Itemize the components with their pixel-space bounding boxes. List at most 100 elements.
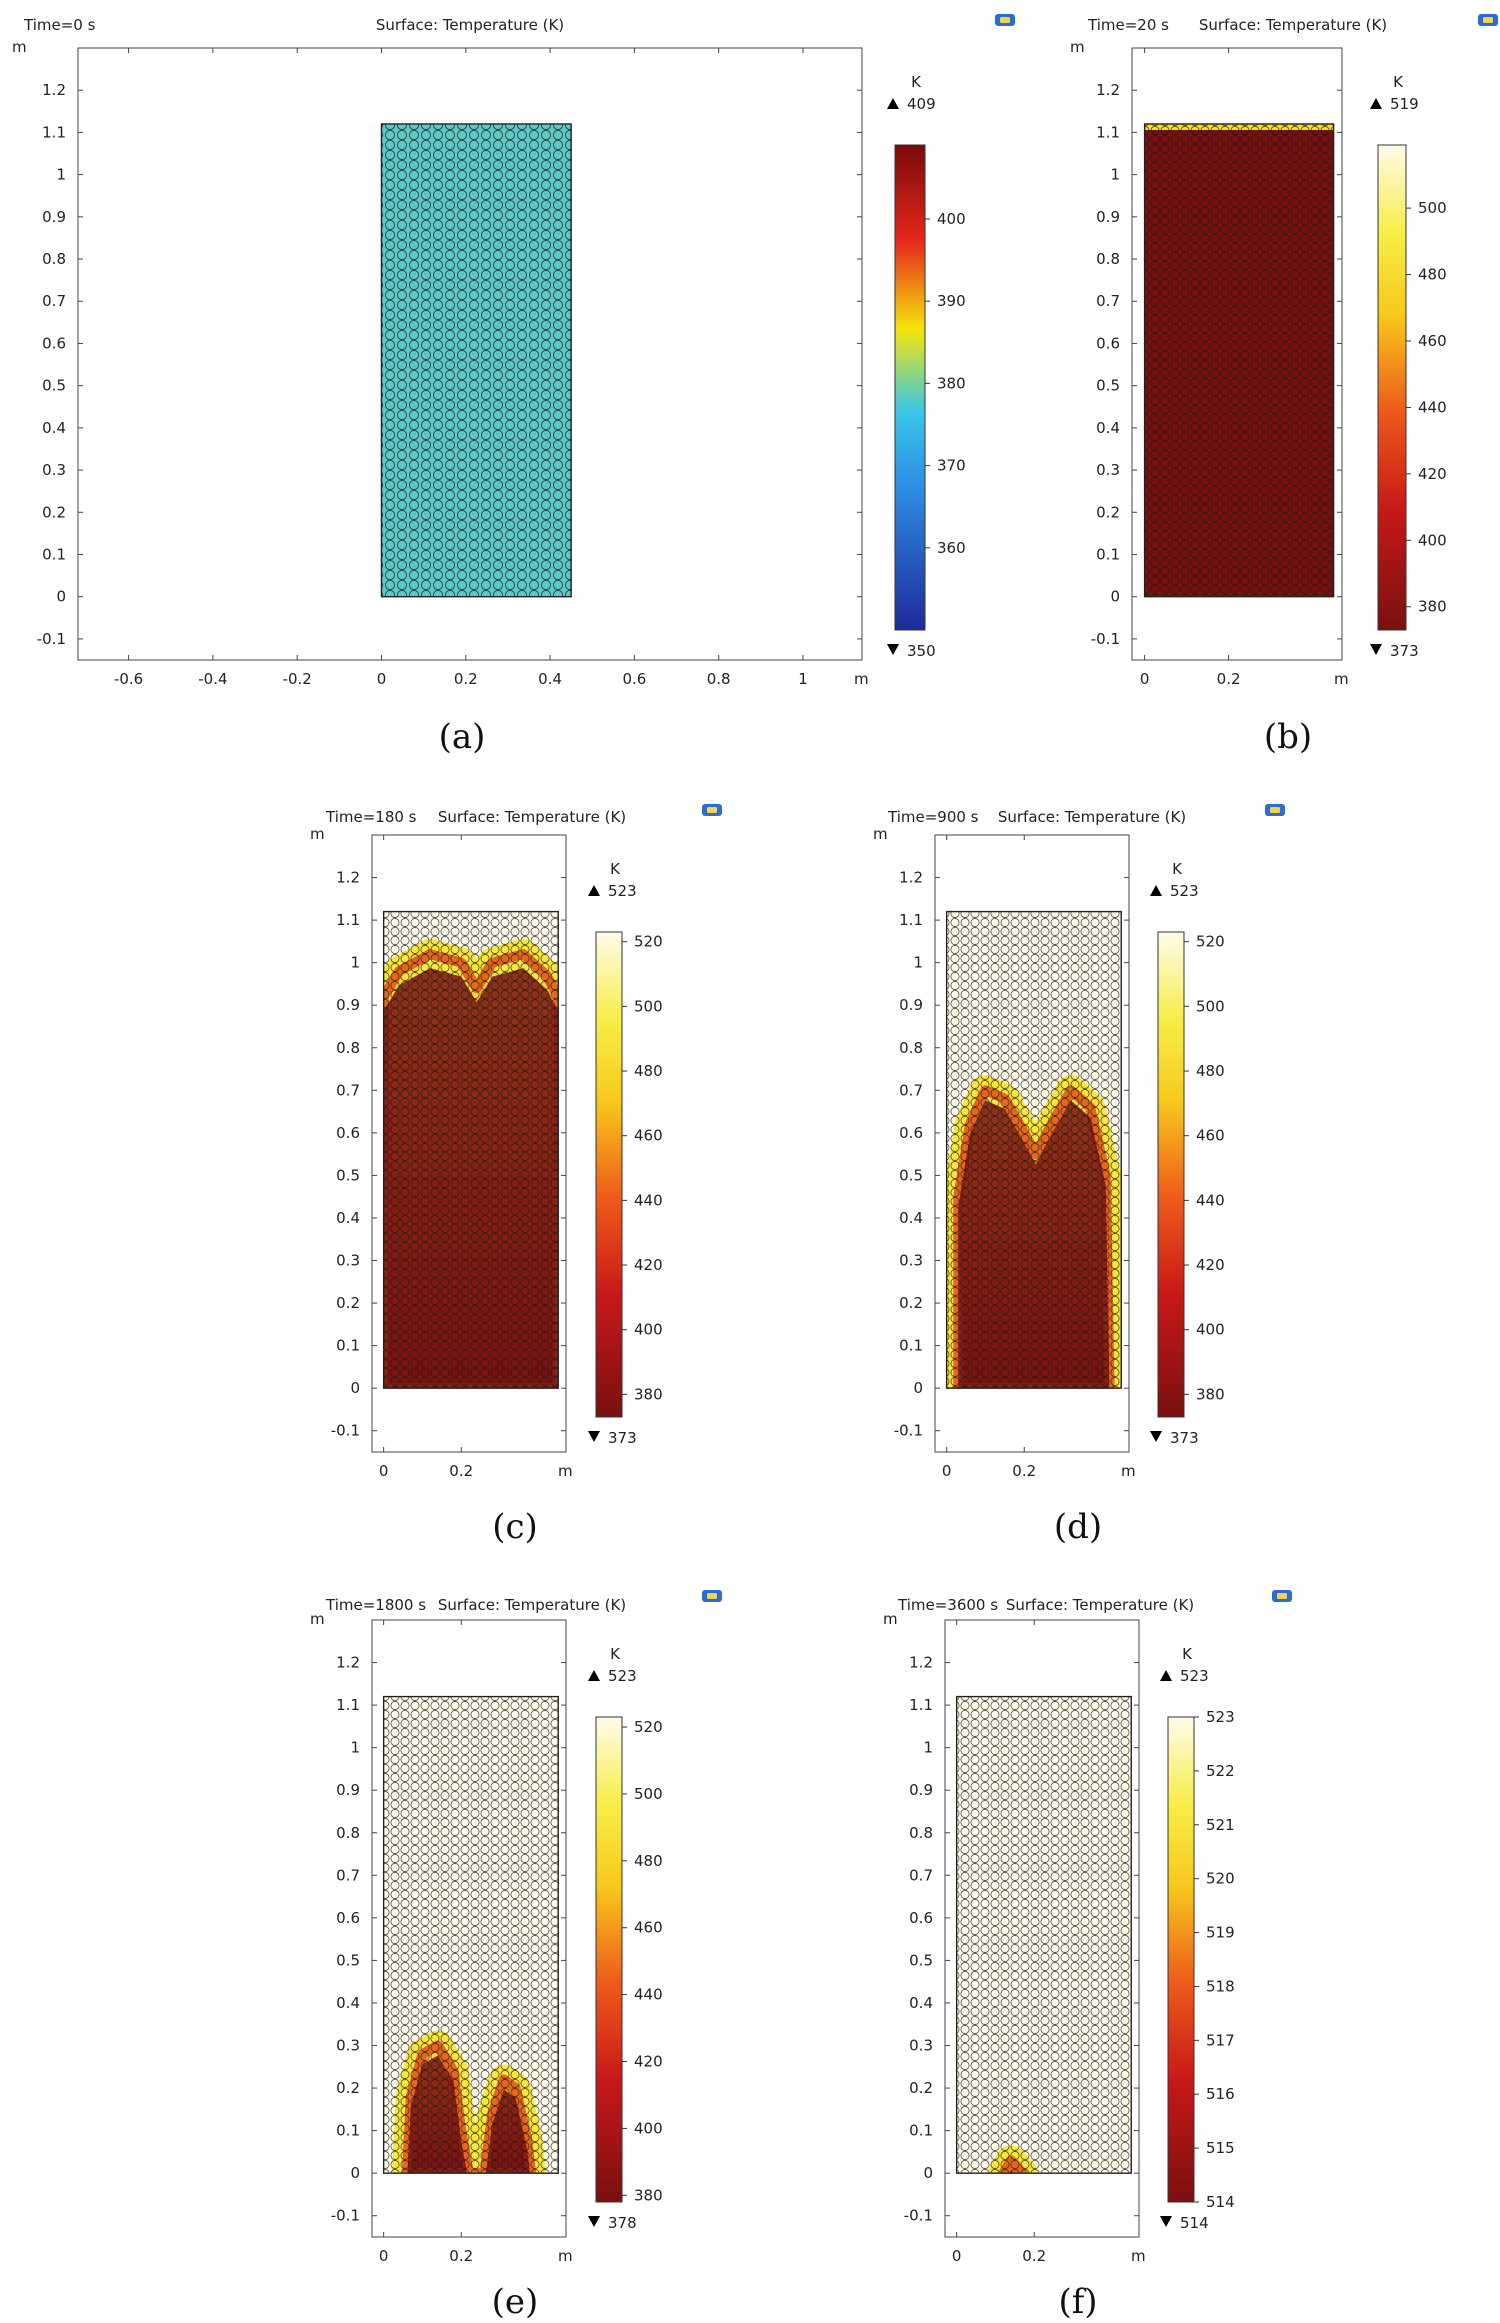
y-tick-label: 0.2 [1096,503,1120,521]
colorbar-tick-label: 480 [1418,266,1447,284]
max-triangle-icon [1150,885,1162,896]
x-tick-label: 0 [379,2247,389,2265]
y-tick-label: 1 [913,954,923,972]
y-tick-label: 1 [923,1739,933,1757]
y-tick-label: 1.1 [336,911,360,929]
comsol-logo-icon [702,1590,722,1602]
colorbar-tick-label: 519 [1206,1924,1235,1942]
y-tick-label: -0.1 [331,1422,360,1440]
y-tick-label: 0.7 [909,1866,933,1884]
packed-bed [1144,123,1334,597]
bed-outline [382,1695,559,2174]
y-tick-label: 0.5 [336,1951,360,1969]
y-tick-label: 1.1 [909,1696,933,1714]
particle-packing [381,123,572,597]
x-tick-label: 0 [379,1462,389,1480]
y-tick-label: 0.9 [336,996,360,1014]
colorbar-tick-label: 440 [634,1986,663,2004]
y-tick-label: 0.4 [336,1209,360,1227]
x-tick-label: -0.2 [283,670,312,688]
logo-core [1270,807,1280,813]
colorbar-tick-label: 400 [634,1321,663,1339]
min-triangle-icon [1370,644,1382,655]
y-tick-label: 0.7 [336,1866,360,1884]
min-triangle-icon [588,1431,600,1442]
colorbar-tick-label: 360 [937,539,966,557]
comsol-logo-icon [1478,14,1498,26]
colorbar-tick-label: 400 [1418,531,1447,549]
panel-c: Time=180 s Surface: Temperature (K) m m 1.2 1… [310,804,722,1547]
comsol-logo-icon [995,14,1015,26]
y-tick-label: 1.2 [909,1654,933,1672]
y-tick-label: 0.2 [336,1294,360,1312]
colorbar-tick-label: 400 [634,2119,663,2137]
x-unit-label: m [1131,2247,1146,2265]
y-tick-label: 0.8 [909,1824,933,1842]
y-tick-label: 0.7 [1096,292,1120,310]
y-tick-label: 0.8 [42,250,66,268]
colorbar [894,144,926,631]
y-tick-label: 1.2 [899,869,923,887]
colorbar-tick-label: 460 [634,1919,663,1937]
colorbar-unit: K [1393,73,1404,91]
x-tick-label: 0.2 [449,2247,473,2265]
panel-caption: (e) [492,2282,539,2322]
y-tick-label: 1 [350,954,360,972]
colorbar-tick-label: 440 [634,1191,663,1209]
colorbar-unit: K [610,860,621,878]
surface-title: Surface: Temperature (K) [438,1596,626,1614]
colorbar [1157,931,1185,1418]
colorbar-tick-label: 500 [634,997,663,1015]
y-tick-label: 0.3 [336,2037,360,2055]
x-tick-label: 0.2 [1022,2247,1046,2265]
colorbar-tick-label: 460 [634,1127,663,1145]
y-tick-label: 0.3 [1096,461,1120,479]
colorbar-max: 523 [1170,882,1199,900]
colorbar-tick-label: 520 [1206,1870,1235,1888]
y-tick-label: 1.2 [42,81,66,99]
x-tick-label: 0.2 [449,1462,473,1480]
colorbar-tick-label: 380 [937,374,966,392]
y-tick-label: 0.3 [336,1252,360,1270]
x-tick-label: 0 [952,2247,962,2265]
y-tick-label: 0 [350,1379,360,1397]
y-tick-label: 0.8 [899,1039,923,1057]
y-tick-label: 0.1 [336,2122,360,2140]
y-tick-label: 0.5 [909,1951,933,1969]
y-tick-label: 0.1 [336,1337,360,1355]
y-tick-label: 0.2 [909,2079,933,2097]
y-tick-label: 0.6 [336,1124,360,1142]
packed-bed [381,123,572,597]
colorbar-tick-label: 522 [1206,1762,1235,1780]
colorbar-tick-label: 520 [634,933,663,951]
y-unit-label: m [873,825,888,843]
colorbar-tick-label: 380 [1418,598,1447,616]
colorbar-max: 409 [907,95,936,113]
y-tick-label: 0.9 [909,1781,933,1799]
y-tick-label: 1.2 [1096,81,1120,99]
y-tick-label: 1.1 [899,911,923,929]
x-tick-label: 0 [377,670,387,688]
colorbar-tick-label: 460 [1196,1127,1225,1145]
y-tick-label: 1.2 [336,869,360,887]
x-unit-label: m [1121,1462,1136,1480]
colorbar-tick-label: 440 [1418,398,1447,416]
y-tick-label: 0.8 [336,1039,360,1057]
colorbar-tick-label: 380 [634,2186,663,2204]
y-tick-label: 0.4 [1096,419,1120,437]
y-tick-label: 1.1 [42,123,66,141]
x-tick-label: 0.4 [538,670,562,688]
colorbar-max: 523 [608,882,637,900]
time-label: Time=1800 s [325,1596,426,1614]
colorbar-tick-label: 500 [1196,997,1225,1015]
max-triangle-icon [588,1670,600,1681]
y-tick-label: 0.5 [336,1166,360,1184]
min-triangle-icon [588,2216,600,2227]
y-tick-label: 0.4 [899,1209,923,1227]
colorbar-tick-label: 517 [1206,2031,1235,2049]
colorbar-tick-label: 520 [634,1718,663,1736]
x-tick-label: 0.2 [1012,1462,1036,1480]
colorbar-min: 350 [907,642,936,660]
y-tick-label: 1 [1110,166,1120,184]
